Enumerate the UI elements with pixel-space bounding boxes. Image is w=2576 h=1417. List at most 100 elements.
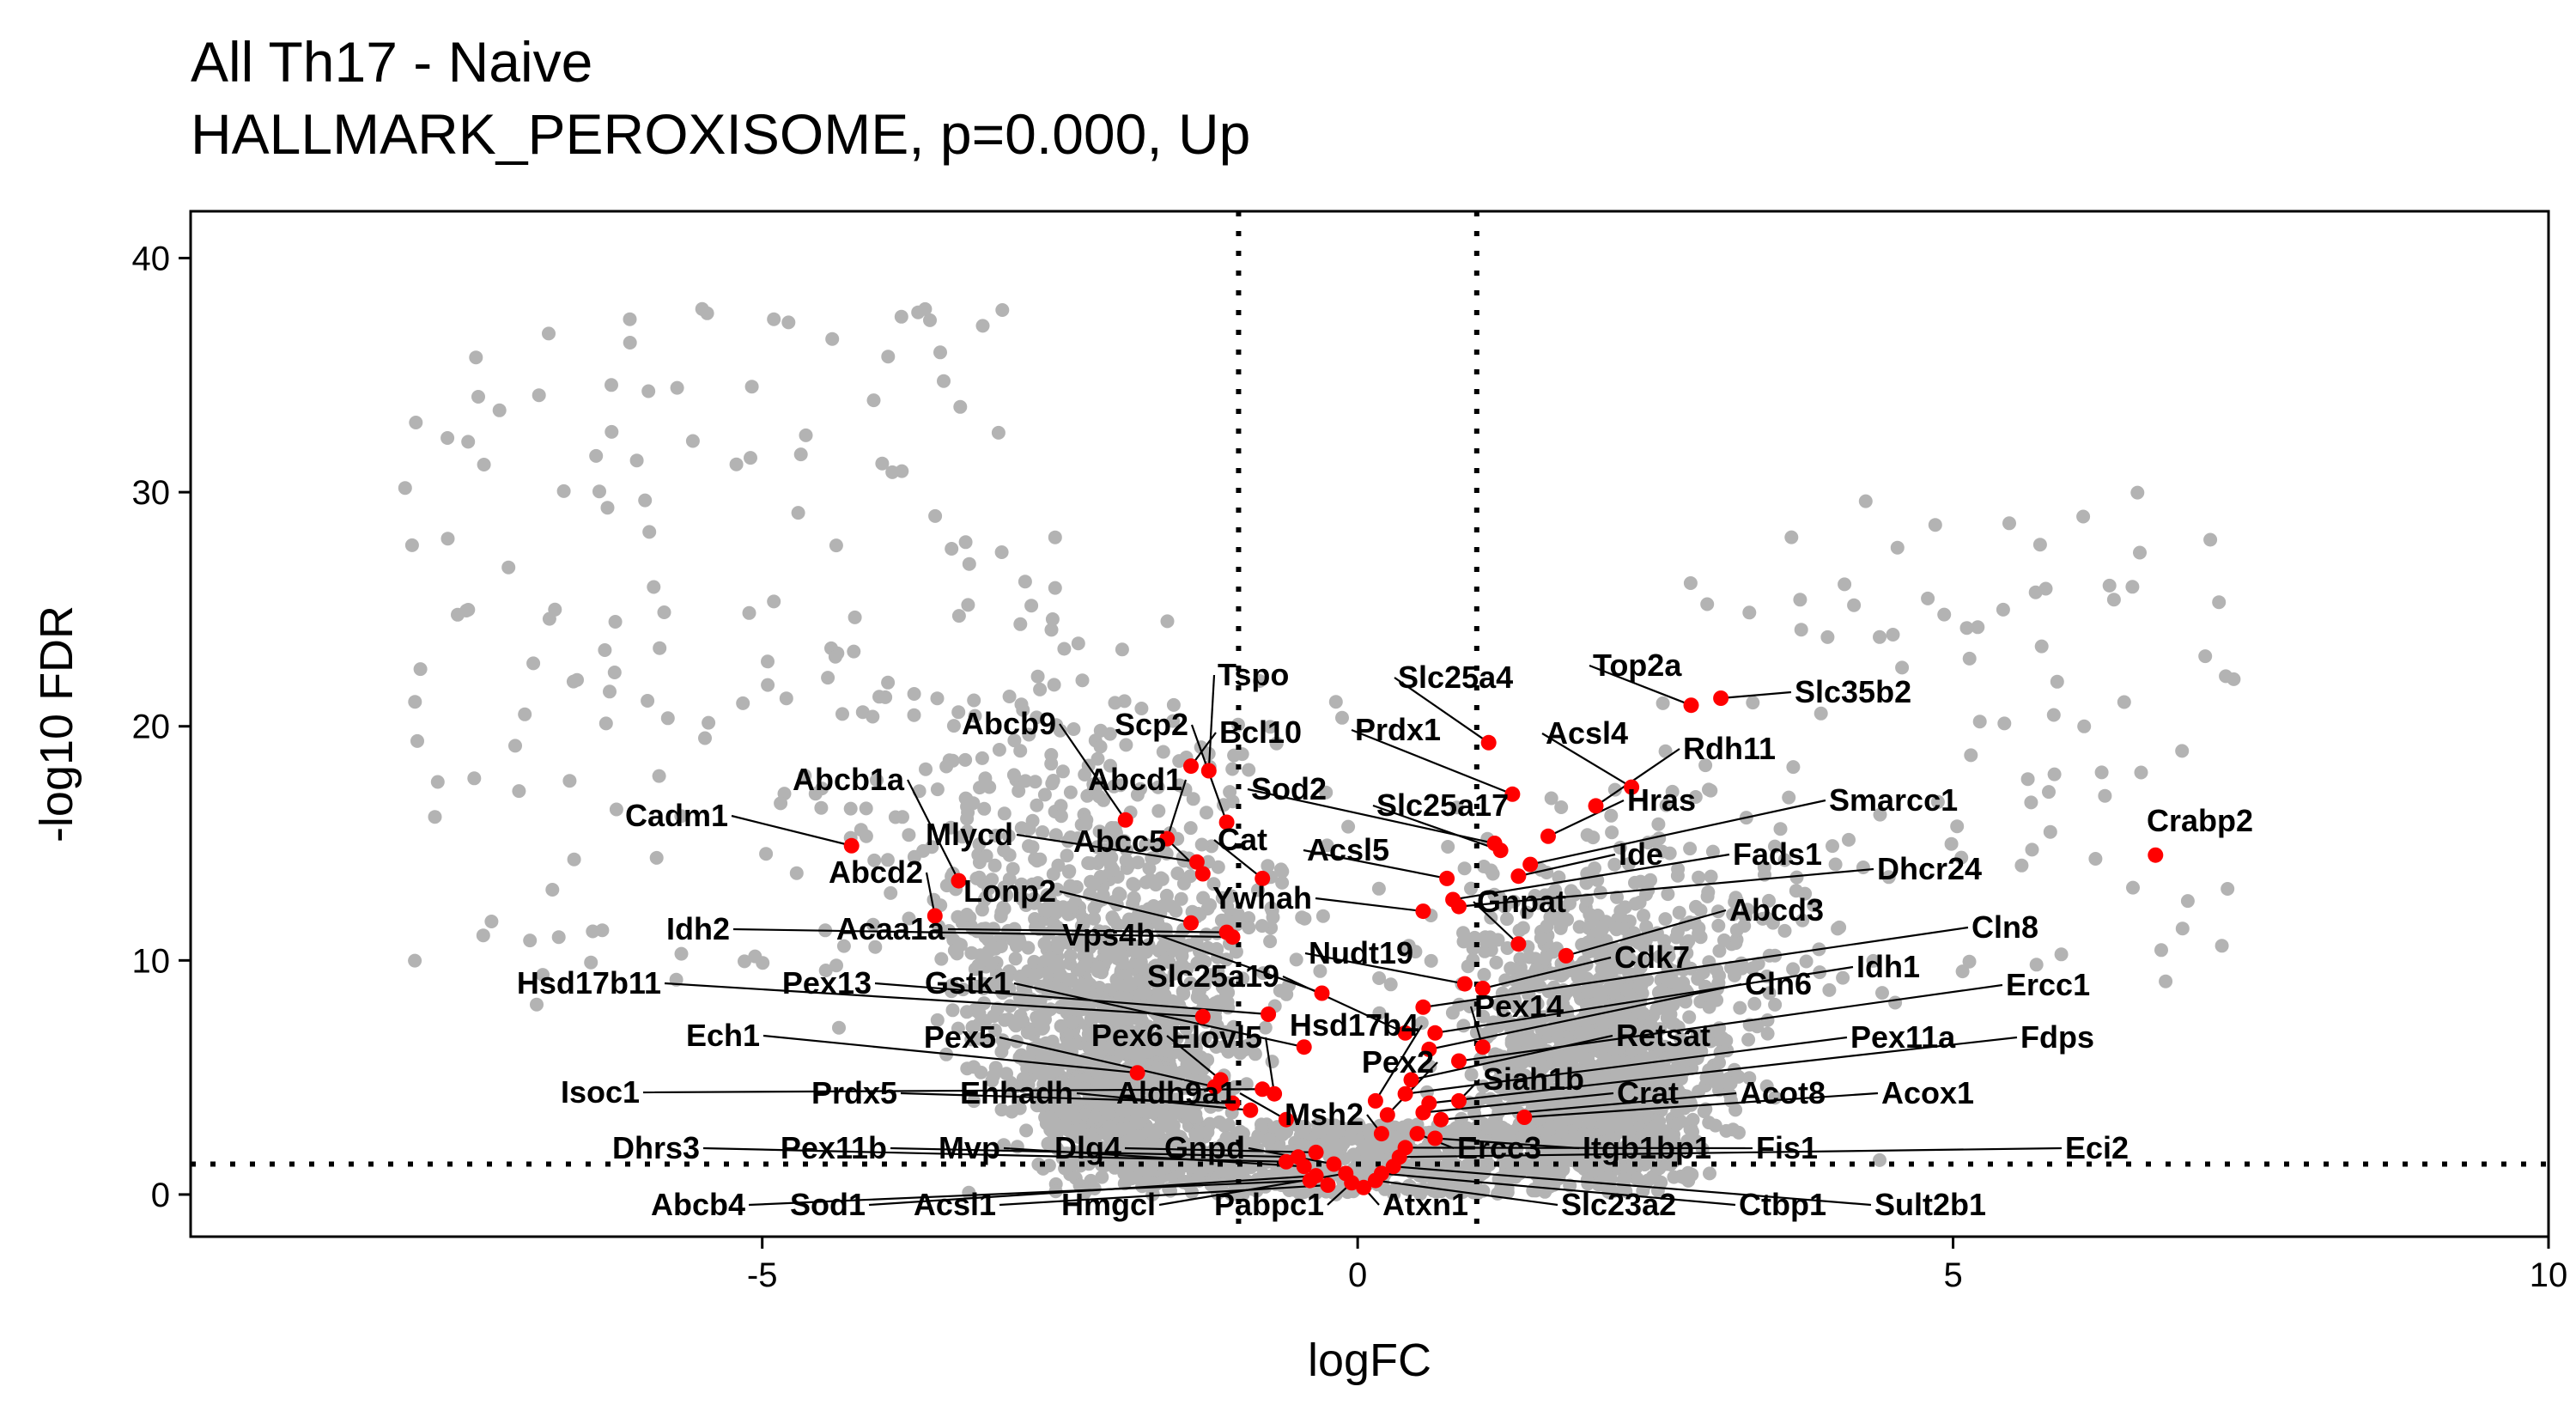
background-point [1233, 1046, 1248, 1061]
background-point [848, 610, 862, 624]
background-point [2154, 943, 2168, 958]
background-point [2077, 719, 2092, 733]
background-point [1199, 927, 1213, 942]
background-point [1147, 1095, 1162, 1110]
background-point [1242, 911, 1256, 925]
background-point [430, 775, 445, 789]
background-point [1712, 1055, 1726, 1070]
background-point [623, 312, 637, 326]
background-point [1239, 1077, 1254, 1092]
background-point [685, 434, 700, 448]
gene-label: Dhcr24 [1877, 851, 1982, 886]
background-point [1076, 917, 1091, 932]
background-point [1174, 891, 1188, 906]
background-point [1182, 938, 1197, 952]
background-point [880, 853, 895, 867]
background-point [977, 801, 992, 816]
background-point [2047, 767, 2062, 781]
background-point [1041, 966, 1055, 980]
background-point [1962, 651, 1977, 666]
background-point [652, 769, 666, 783]
background-point [1242, 921, 1256, 935]
background-point [1419, 1152, 1433, 1167]
gene-label: Abcb9 [962, 706, 1056, 741]
background-point [1704, 869, 1718, 884]
highlight-point [1451, 898, 1467, 915]
background-point [2014, 858, 2029, 873]
background-point [987, 1023, 1002, 1037]
background-point [1622, 951, 1637, 965]
background-point [1371, 881, 1386, 896]
background-point [674, 946, 689, 961]
background-point [1151, 944, 1166, 958]
background-point [1996, 602, 2010, 617]
background-point [1619, 939, 1633, 953]
highlight-point [1242, 1102, 1259, 1118]
background-point [1025, 813, 1040, 828]
background-point [698, 731, 712, 745]
background-point [1170, 867, 1185, 880]
background-point [918, 301, 933, 316]
background-point [1166, 697, 1181, 712]
background-point [1972, 715, 1987, 729]
background-point [1070, 929, 1084, 944]
background-point [1120, 1137, 1134, 1152]
background-point [670, 380, 684, 395]
highlight-point [1522, 856, 1539, 873]
background-point [1013, 744, 1028, 758]
background-point [1139, 837, 1153, 852]
background-point [1656, 696, 1670, 710]
background-point [1263, 934, 1278, 949]
background-point [2203, 532, 2218, 547]
gene-label: Pex13 [782, 965, 872, 1000]
background-point [972, 837, 987, 852]
background-point [1013, 617, 1028, 631]
background-point [953, 399, 968, 414]
background-point [1012, 935, 1027, 950]
background-point [1116, 979, 1130, 994]
background-point [1163, 898, 1177, 913]
background-point [1269, 736, 1284, 751]
background-point [1103, 727, 1117, 741]
y-tick-label: 10 [132, 942, 171, 980]
background-point [1712, 944, 1727, 958]
background-point [1462, 1000, 1477, 1013]
background-point [605, 378, 618, 392]
background-point [1024, 599, 1039, 613]
background-point [1873, 629, 1886, 644]
background-point [1113, 778, 1127, 793]
background-point [1457, 861, 1472, 876]
background-point [1628, 875, 1642, 890]
background-point [1040, 903, 1054, 918]
gene-label: Abcd1 [1088, 762, 1182, 797]
gene-label: Abcb1a [793, 762, 905, 797]
highlight-point [1308, 1144, 1324, 1160]
background-point [1544, 791, 1558, 806]
background-point [969, 871, 984, 885]
background-point [1071, 636, 1085, 651]
background-point [1554, 800, 1569, 814]
background-point [1755, 911, 1770, 926]
background-point [1060, 848, 1074, 863]
background-point [2043, 824, 2057, 839]
gene-label: Ehhadh [960, 1075, 1073, 1110]
background-point [1220, 899, 1235, 914]
background-point [1570, 1108, 1584, 1122]
x-axis-label: logFC [1308, 1335, 1431, 1386]
gene-label: Retsat [1616, 1018, 1710, 1053]
background-point [1542, 1180, 1557, 1194]
gene-label: Crat [1617, 1075, 1679, 1110]
background-point [1174, 1065, 1188, 1079]
background-point [927, 892, 941, 907]
background-point [1641, 1154, 1656, 1169]
background-point [829, 538, 843, 553]
background-point [1033, 682, 1048, 696]
background-point [967, 693, 981, 708]
background-point [1680, 1053, 1694, 1067]
background-point [1161, 1078, 1176, 1092]
background-point [1160, 614, 1175, 629]
background-point [1018, 575, 1032, 589]
background-point [598, 643, 612, 657]
gene-label: Slc25a19 [1147, 958, 1279, 994]
